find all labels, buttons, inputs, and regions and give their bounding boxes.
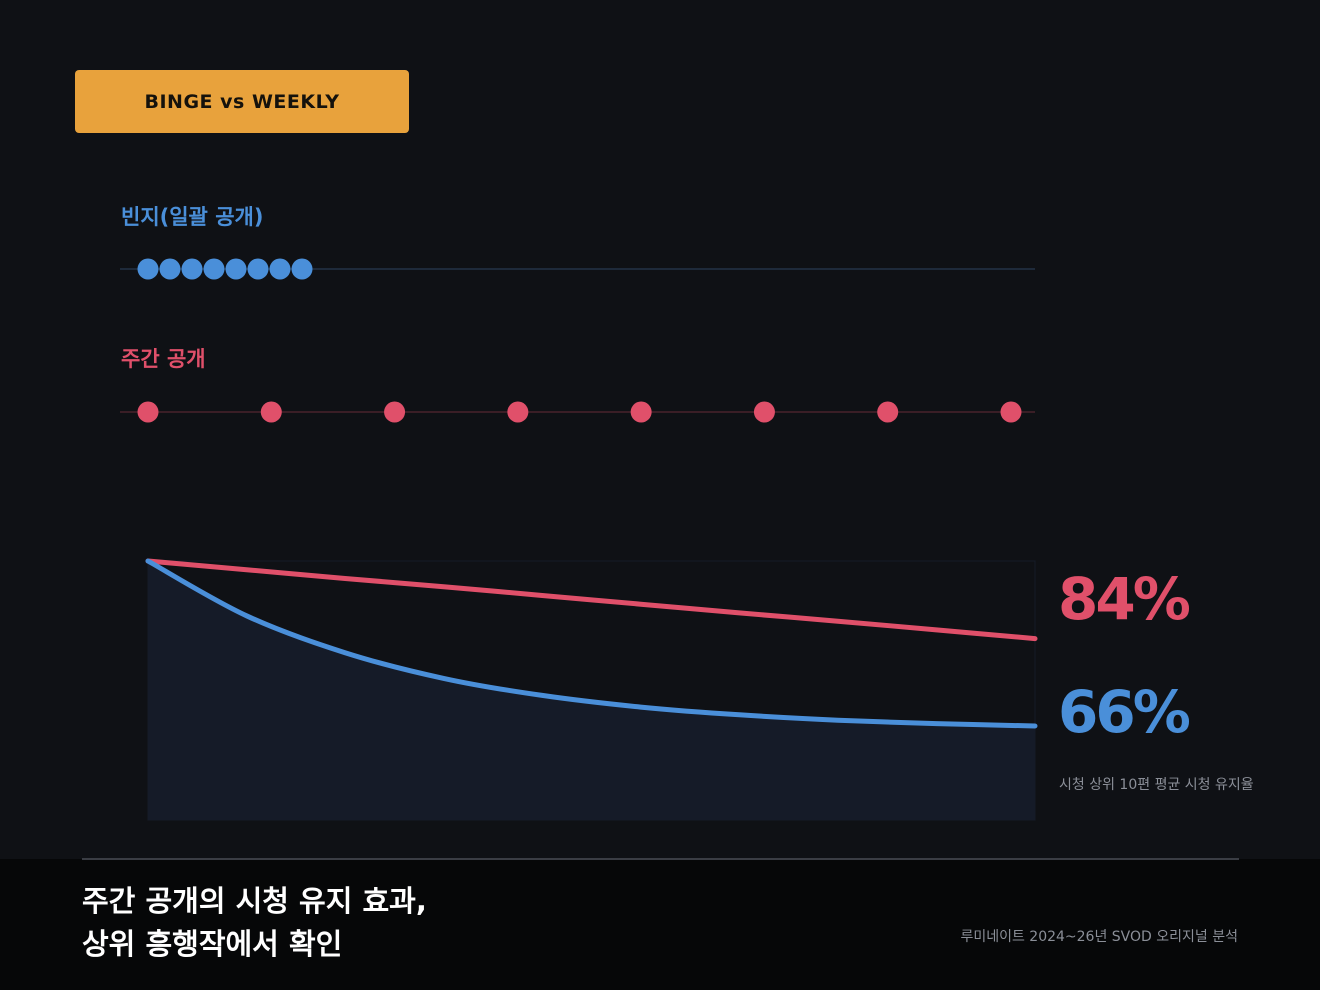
weekly-retention-line (145, 558, 1038, 642)
headline-line-2: 상위 흥행작에서 확인 (82, 927, 343, 961)
title-badge: BINGE vs WEEKLY (75, 70, 409, 133)
chart-note: 시청 상위 10편 평균 시청 유지율 (1059, 777, 1254, 793)
binge-episode-dot-2 (159, 258, 181, 280)
weekly-episode-dot-4 (507, 401, 529, 423)
weekly-episode-dot-7 (877, 401, 899, 423)
binge-episode-dot-8 (291, 258, 313, 280)
binge-episode-dots (137, 258, 313, 280)
footer-band (0, 859, 1320, 990)
binge-retention-line (145, 558, 1038, 729)
binge-episode-dot-7 (269, 258, 291, 280)
binge-episode-dot-3 (181, 258, 203, 280)
weekly-end-value: 84% (1058, 565, 1191, 633)
weekly-episode-dots (137, 401, 1022, 423)
weekly-episode-dot-5 (630, 401, 652, 423)
footer-headline: 주간 공개의 시청 유지 효과, 상위 흥행작에서 확인 (82, 880, 427, 966)
footer-divider (82, 858, 1239, 860)
binge-episode-dot-1 (137, 258, 159, 280)
title-badge-text: BINGE vs WEEKLY (144, 90, 340, 113)
weekly-track-label: 주간 공개 (121, 347, 206, 371)
binge-episode-dot-6 (247, 258, 269, 280)
weekly-episode-dot-8 (1000, 401, 1022, 423)
weekly-episode-dot-6 (753, 401, 775, 423)
weekly-episode-dot-1 (137, 401, 159, 423)
headline-line-1: 주간 공개의 시청 유지 효과, (82, 884, 427, 918)
binge-track-label: 빈지(일괄 공개) (121, 205, 264, 229)
binge-end-value: 66% (1058, 678, 1191, 746)
binge-area-fill (148, 561, 1035, 820)
source-credit: 루미네이트 2024~26년 SVOD 오리지널 분석 (960, 929, 1238, 945)
weekly-episode-dot-2 (260, 401, 282, 423)
binge-episode-dot-4 (203, 258, 225, 280)
binge-episode-dot-5 (225, 258, 247, 280)
weekly-episode-dot-3 (384, 401, 406, 423)
